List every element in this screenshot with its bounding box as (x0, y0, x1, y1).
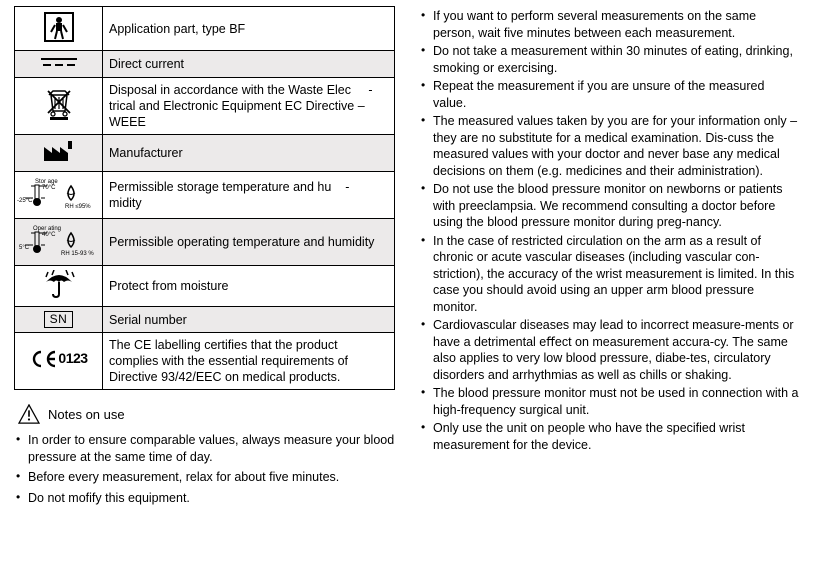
table-row: Disposal in accordance with the Waste El… (15, 78, 395, 135)
symbol-cell-ce: 0123 (15, 333, 103, 390)
svg-text:5°C: 5°C (19, 245, 30, 251)
page: Application part, type BF Direct current (0, 0, 814, 564)
sn-icon: SN (44, 311, 74, 328)
table-row: Stor age 70°C -25°C RH ≤95% (15, 172, 395, 219)
symbol-cell-bf (15, 7, 103, 51)
desc-cell: Disposal in accordance with the Waste El… (103, 78, 395, 135)
desc-cell: The CE labelling certiﬁes that the produ… (103, 333, 395, 390)
notes-heading: Notes on use (48, 407, 125, 422)
list-item: Do not use the blood pressure monitor on… (419, 181, 800, 231)
svg-text:RH 15-93 %: RH 15-93 % (61, 251, 94, 257)
symbols-table: Application part, type BF Direct current (14, 6, 395, 390)
list-item: Do not mofify this equipment. (14, 490, 395, 507)
table-row: Direct current (15, 51, 395, 78)
symbol-cell-oper: Oper ating 40°C 5°C RH 15-93 % (15, 219, 103, 266)
symbol-cell-weee (15, 78, 103, 135)
table-row: SN Serial number (15, 307, 395, 333)
desc-cell: Serial number (103, 307, 395, 333)
desc-cell: Protect from moisture (103, 266, 395, 307)
symbol-cell-sn: SN (15, 307, 103, 333)
symbol-cell-dc (15, 51, 103, 78)
dc-icon (39, 55, 79, 69)
list-item: In the case of restricted circulation on… (419, 233, 800, 316)
list-item: Only use the unit on people who have the… (419, 420, 800, 453)
list-item: The blood pressure monitor must not be u… (419, 385, 800, 418)
table-row: Protect from moisture (15, 266, 395, 307)
table-row: Application part, type BF (15, 7, 395, 51)
list-item: In order to ensure comparable values, al… (14, 432, 395, 465)
operating-icon: Oper ating 40°C 5°C RH 15-93 % (17, 223, 101, 257)
list-item: Repeat the measurement if you are unsure… (419, 78, 800, 111)
warning-icon (18, 404, 40, 424)
right-column: If you want to perform several measureme… (419, 6, 800, 554)
symbol-cell-mfg (15, 135, 103, 172)
bf-icon (44, 12, 74, 42)
table-row: Manufacturer (15, 135, 395, 172)
storage-icon: Stor age 70°C -25°C RH ≤95% (17, 176, 101, 210)
svg-text:-25°C: -25°C (17, 198, 33, 204)
right-bullet-list: If you want to perform several measureme… (419, 6, 800, 455)
weee-icon (43, 87, 75, 121)
desc-cell: Direct current (103, 51, 395, 78)
desc-cell: Application part, type BF (103, 7, 395, 51)
desc-cell: Permissible storage temperature and hu -… (103, 172, 395, 219)
list-item: Cardiovascular diseases may lead to inco… (419, 317, 800, 383)
umbrella-icon (42, 270, 76, 298)
table-row: 0123 The CE labelling certiﬁes that the … (15, 333, 395, 390)
symbol-cell-storage: Stor age 70°C -25°C RH ≤95% (15, 172, 103, 219)
left-bullet-list: In order to ensure comparable values, al… (14, 432, 395, 510)
table-row: Oper ating 40°C 5°C RH 15-93 % (15, 219, 395, 266)
list-item: The measured values taken by you are for… (419, 113, 800, 179)
notes-heading-row: Notes on use (18, 404, 395, 424)
list-item: Before every measurement, relax for abou… (14, 469, 395, 486)
factory-icon (42, 139, 76, 163)
ce-mark-icon: 0123 (29, 350, 87, 368)
desc-cell: Manufacturer (103, 135, 395, 172)
svg-text:40°C: 40°C (42, 232, 56, 238)
list-item: If you want to perform several measureme… (419, 8, 800, 41)
desc-cell: Permissible operating temperature and hu… (103, 219, 395, 266)
svg-text:RH ≤95%: RH ≤95% (65, 204, 91, 210)
symbol-cell-moist (15, 266, 103, 307)
svg-text:70°C: 70°C (42, 185, 56, 191)
list-item: Do not take a measurement within 30 minu… (419, 43, 800, 76)
left-column: Application part, type BF Direct current (14, 6, 395, 554)
